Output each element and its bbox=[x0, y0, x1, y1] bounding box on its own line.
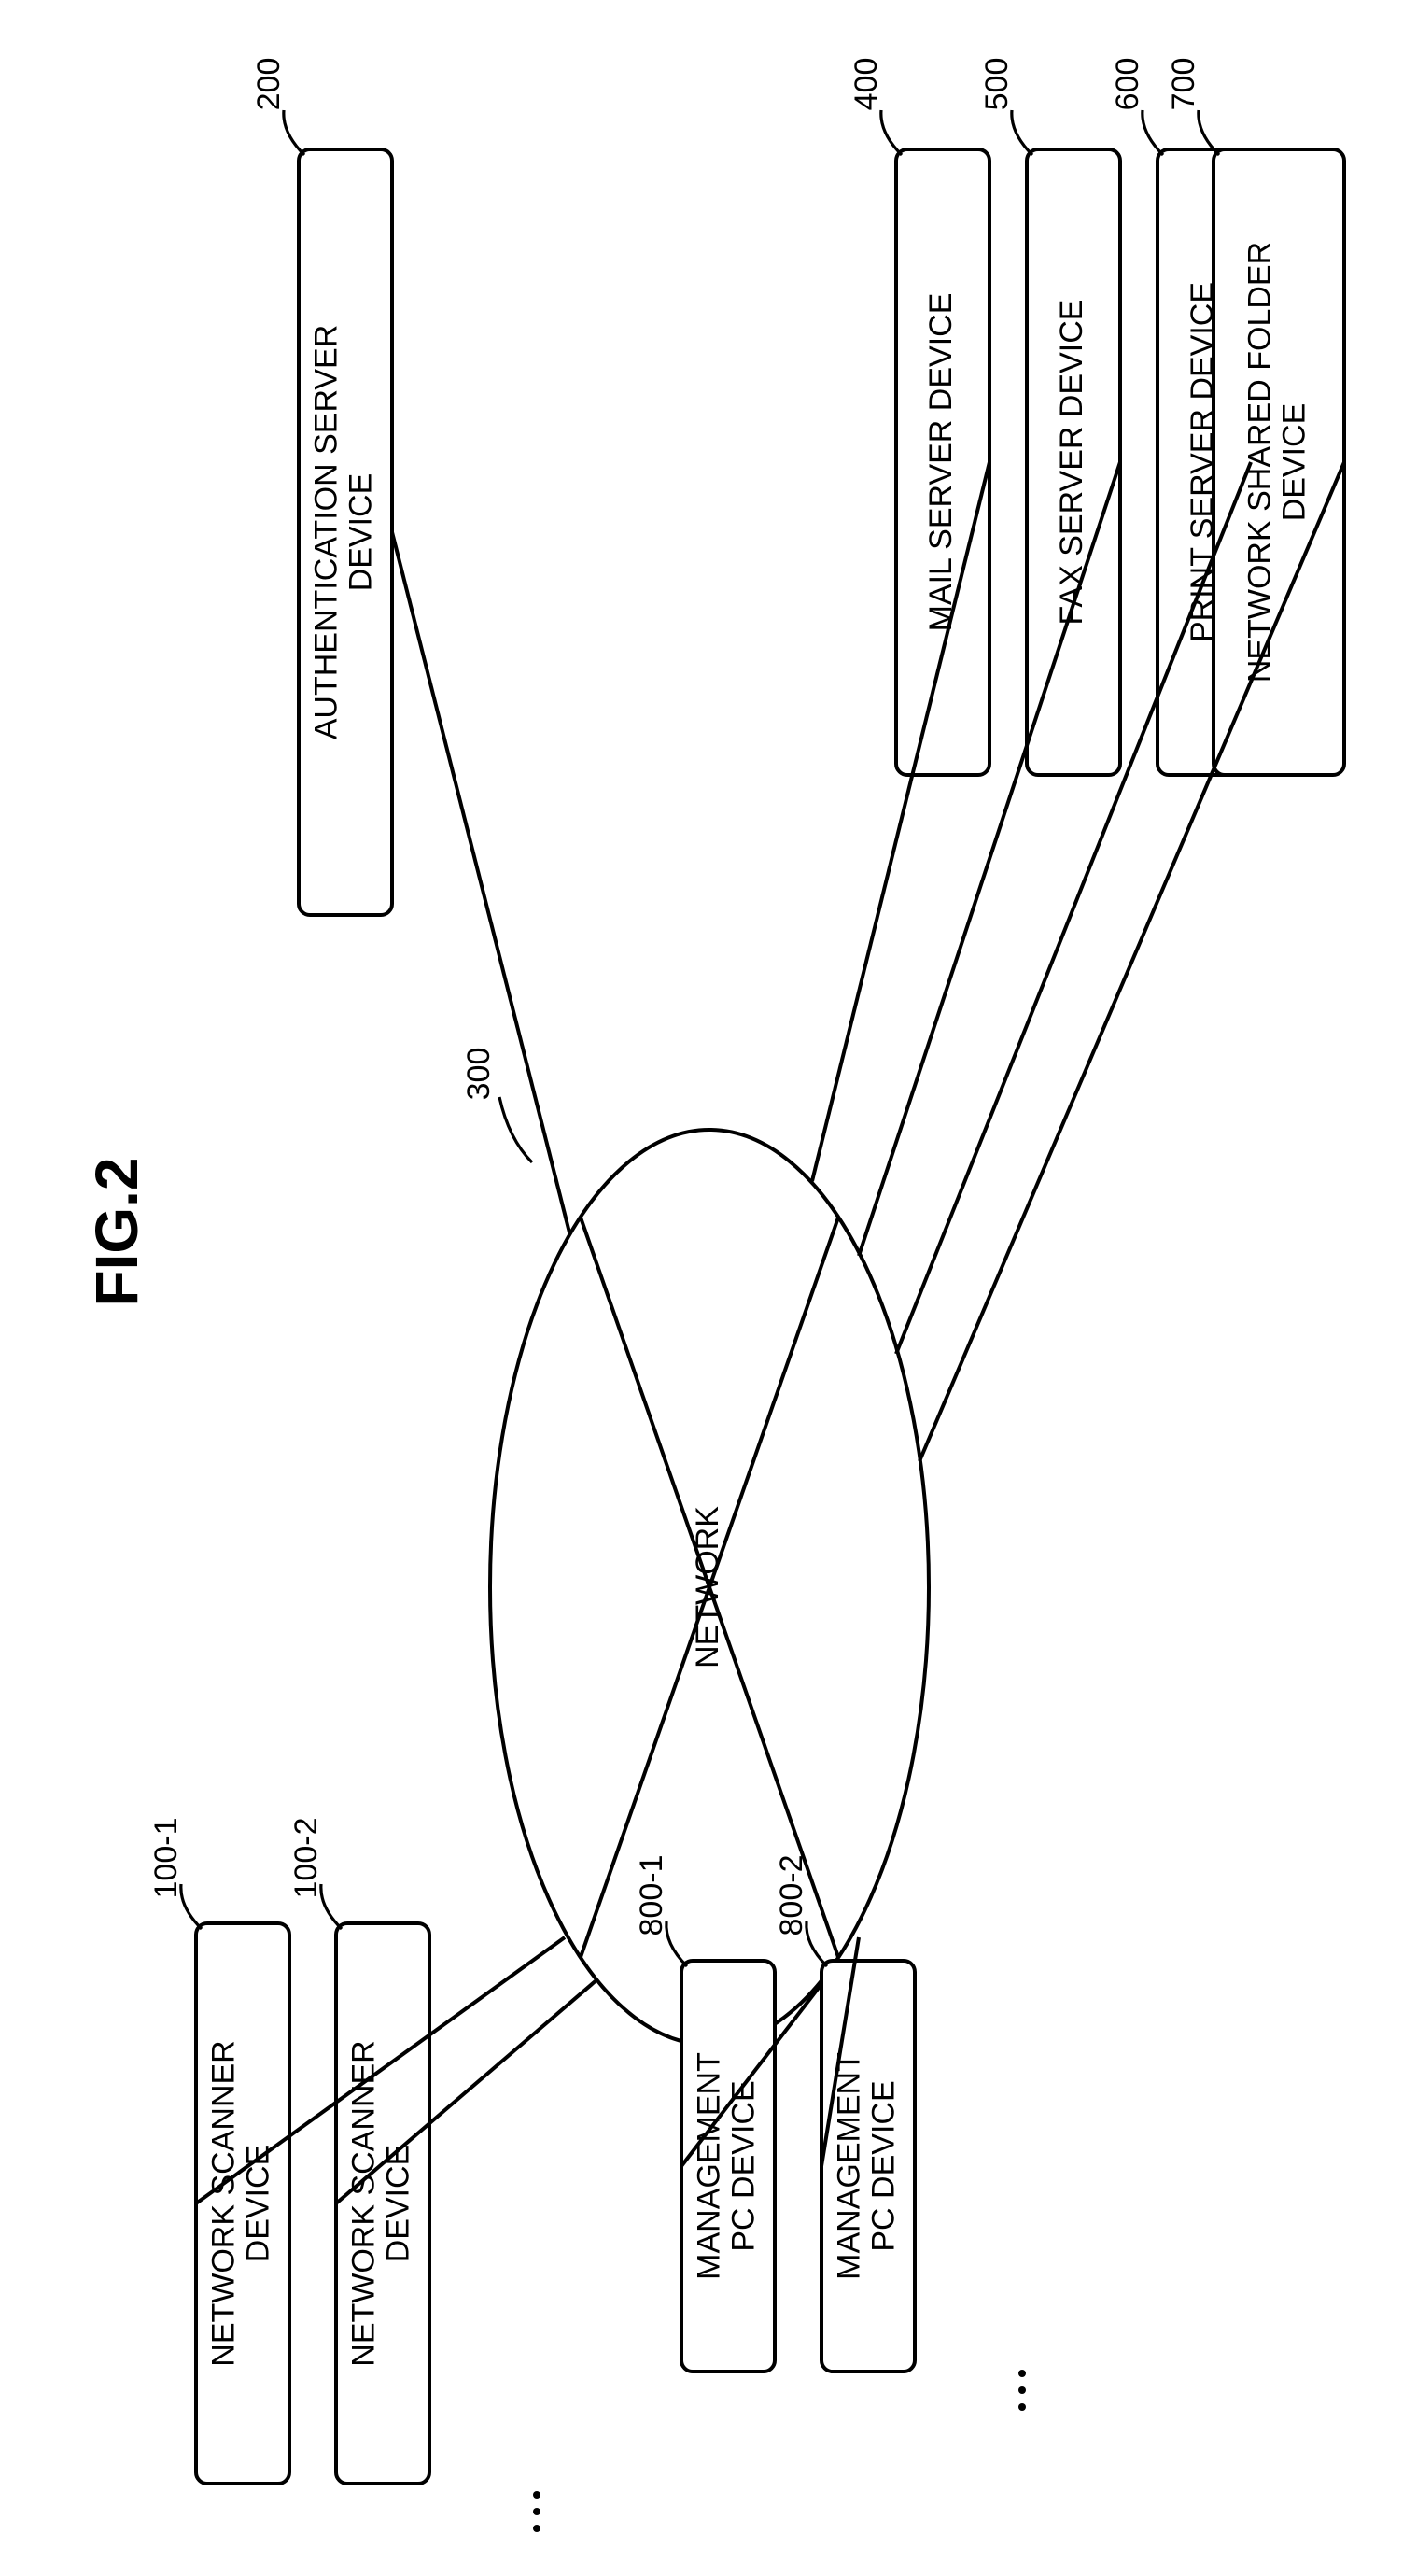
svg-text:PC DEVICE: PC DEVICE bbox=[866, 2080, 902, 2251]
mail-ref: 400 bbox=[849, 58, 884, 111]
print-ref: 600 bbox=[1110, 58, 1145, 111]
svg-text:500: 500 bbox=[979, 58, 1015, 111]
auth-ref: 200 bbox=[251, 58, 287, 111]
ellipsis-0 bbox=[533, 2491, 540, 2532]
network-ref: 300 bbox=[461, 1048, 497, 1101]
fax-ref-leader bbox=[1012, 110, 1032, 155]
scanner2-ref: 100-2 bbox=[288, 1818, 324, 1899]
fax-ref: 500 bbox=[979, 58, 1015, 111]
svg-text:MANAGEMENT: MANAGEMENT bbox=[831, 2052, 866, 2280]
print-ref-leader bbox=[1143, 110, 1163, 155]
svg-text:600: 600 bbox=[1110, 58, 1145, 111]
svg-text:400: 400 bbox=[849, 58, 884, 111]
mgmt1-ref: 800-1 bbox=[634, 1855, 669, 1936]
svg-text:300: 300 bbox=[461, 1048, 497, 1101]
svg-text:100-1: 100-1 bbox=[148, 1818, 184, 1899]
auth-ref-leader bbox=[284, 110, 304, 155]
svg-text:DEVICE: DEVICE bbox=[241, 2145, 276, 2263]
mgmt1-label: MANAGEMENTPC DEVICE bbox=[691, 2052, 761, 2280]
svg-text:NETWORK SHARED FOLDER: NETWORK SHARED FOLDER bbox=[1242, 242, 1277, 683]
mail-ref-leader bbox=[881, 110, 902, 155]
mgmt2-label: MANAGEMENTPC DEVICE bbox=[831, 2052, 901, 2280]
svg-text:NETWORK SCANNER: NETWORK SCANNER bbox=[345, 2040, 381, 2366]
svg-text:PC DEVICE: PC DEVICE bbox=[726, 2080, 762, 2251]
svg-text:AUTHENTICATION SERVER: AUTHENTICATION SERVER bbox=[308, 325, 344, 740]
svg-text:MANAGEMENT: MANAGEMENT bbox=[691, 2052, 726, 2280]
edge-auth bbox=[392, 532, 569, 1232]
network-ref-leader bbox=[499, 1097, 532, 1162]
diagram-canvas: FIG.2NETWORK300AUTHENTICATION SERVERDEVI… bbox=[0, 0, 1417, 2576]
scanner1-ref: 100-1 bbox=[148, 1818, 184, 1899]
svg-text:NETWORK SCANNER: NETWORK SCANNER bbox=[205, 2040, 241, 2366]
svg-text:NETWORK: NETWORK bbox=[690, 1506, 725, 1668]
svg-text:800-2: 800-2 bbox=[774, 1855, 809, 1936]
svg-text:DEVICE: DEVICE bbox=[344, 473, 379, 592]
svg-text:700: 700 bbox=[1166, 58, 1201, 111]
svg-text:800-1: 800-1 bbox=[634, 1855, 669, 1936]
folder-ref: 700 bbox=[1166, 58, 1201, 111]
scanner2-ref-leader bbox=[321, 1884, 342, 1929]
figure-title: FIG.2 bbox=[83, 1157, 150, 1306]
mail-label: MAIL SERVER DEVICE bbox=[923, 293, 959, 632]
svg-text:FIG.2: FIG.2 bbox=[83, 1157, 150, 1306]
svg-text:100-2: 100-2 bbox=[288, 1818, 324, 1899]
svg-text:200: 200 bbox=[251, 58, 287, 111]
network-label: NETWORK bbox=[690, 1506, 725, 1668]
svg-text:MAIL SERVER DEVICE: MAIL SERVER DEVICE bbox=[923, 293, 959, 632]
scanner1-ref-leader bbox=[181, 1884, 202, 1929]
svg-text:DEVICE: DEVICE bbox=[1277, 403, 1312, 522]
mgmt2-ref: 800-2 bbox=[774, 1855, 809, 1936]
ellipsis-1 bbox=[1018, 2370, 1026, 2411]
